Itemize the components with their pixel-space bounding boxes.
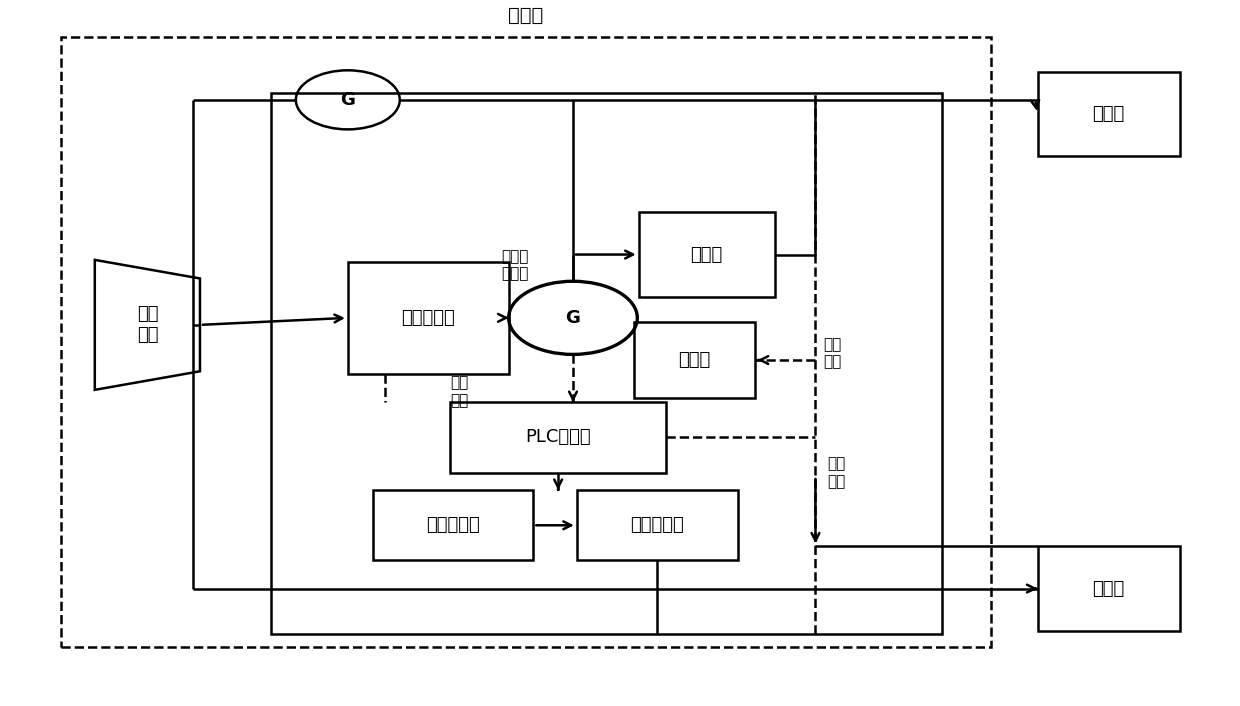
Text: 电负荷: 电负荷 <box>1092 580 1125 597</box>
Text: 换热器: 换热器 <box>691 246 723 263</box>
Bar <box>1038 546 1179 630</box>
Bar <box>347 262 508 374</box>
Text: G: G <box>565 309 580 327</box>
Text: G: G <box>340 91 355 109</box>
Bar <box>577 490 738 561</box>
Text: 热负荷: 热负荷 <box>1092 105 1125 123</box>
Text: 其他
电源: 其他 电源 <box>827 456 846 489</box>
Text: 低压开关柜: 低压开关柜 <box>427 516 480 534</box>
Text: 温度
采集: 温度 采集 <box>823 337 842 369</box>
Bar <box>450 402 666 472</box>
Bar <box>61 37 991 647</box>
Bar <box>634 322 755 398</box>
Text: 热电厂: 热电厂 <box>508 6 543 25</box>
Text: 高压开关箱: 高压开关箱 <box>402 309 455 327</box>
Text: 温度
采集: 温度 采集 <box>450 376 469 408</box>
Bar <box>272 92 941 634</box>
Bar <box>639 213 775 297</box>
Text: 电极式
电锅炉: 电极式 电锅炉 <box>501 249 528 281</box>
Text: PLC控制器: PLC控制器 <box>526 429 591 446</box>
Bar <box>1038 72 1179 156</box>
Text: 变频调速器: 变频调速器 <box>630 516 684 534</box>
Text: 换热泵: 换热泵 <box>678 351 711 369</box>
Bar <box>372 490 533 561</box>
Text: 热电
机组: 热电 机组 <box>136 306 159 345</box>
